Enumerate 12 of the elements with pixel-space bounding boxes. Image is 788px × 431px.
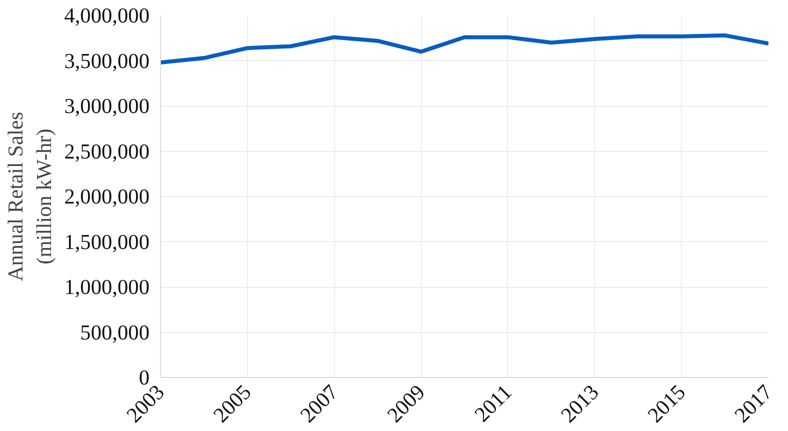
y-axis-title: Annual Retail Sales (million kW-hr) <box>3 112 56 282</box>
y-tick-label: 2,500,000 <box>64 139 150 164</box>
y-tick-label: 0 <box>138 366 150 390</box>
y-tick-label: 1,500,000 <box>64 230 150 254</box>
x-tick-label: 2011 <box>470 380 516 427</box>
y-tick-label: 3,000,000 <box>64 94 150 118</box>
line-series <box>160 33 768 65</box>
y-tick-label: 2,000,000 <box>64 184 150 208</box>
y-tick-label: 4,000,000 <box>64 4 150 28</box>
y-tick-label: 1,000,000 <box>64 275 150 299</box>
y-tick-label: 500,000 <box>80 320 150 344</box>
y-tick-label: 3,500,000 <box>64 48 150 73</box>
